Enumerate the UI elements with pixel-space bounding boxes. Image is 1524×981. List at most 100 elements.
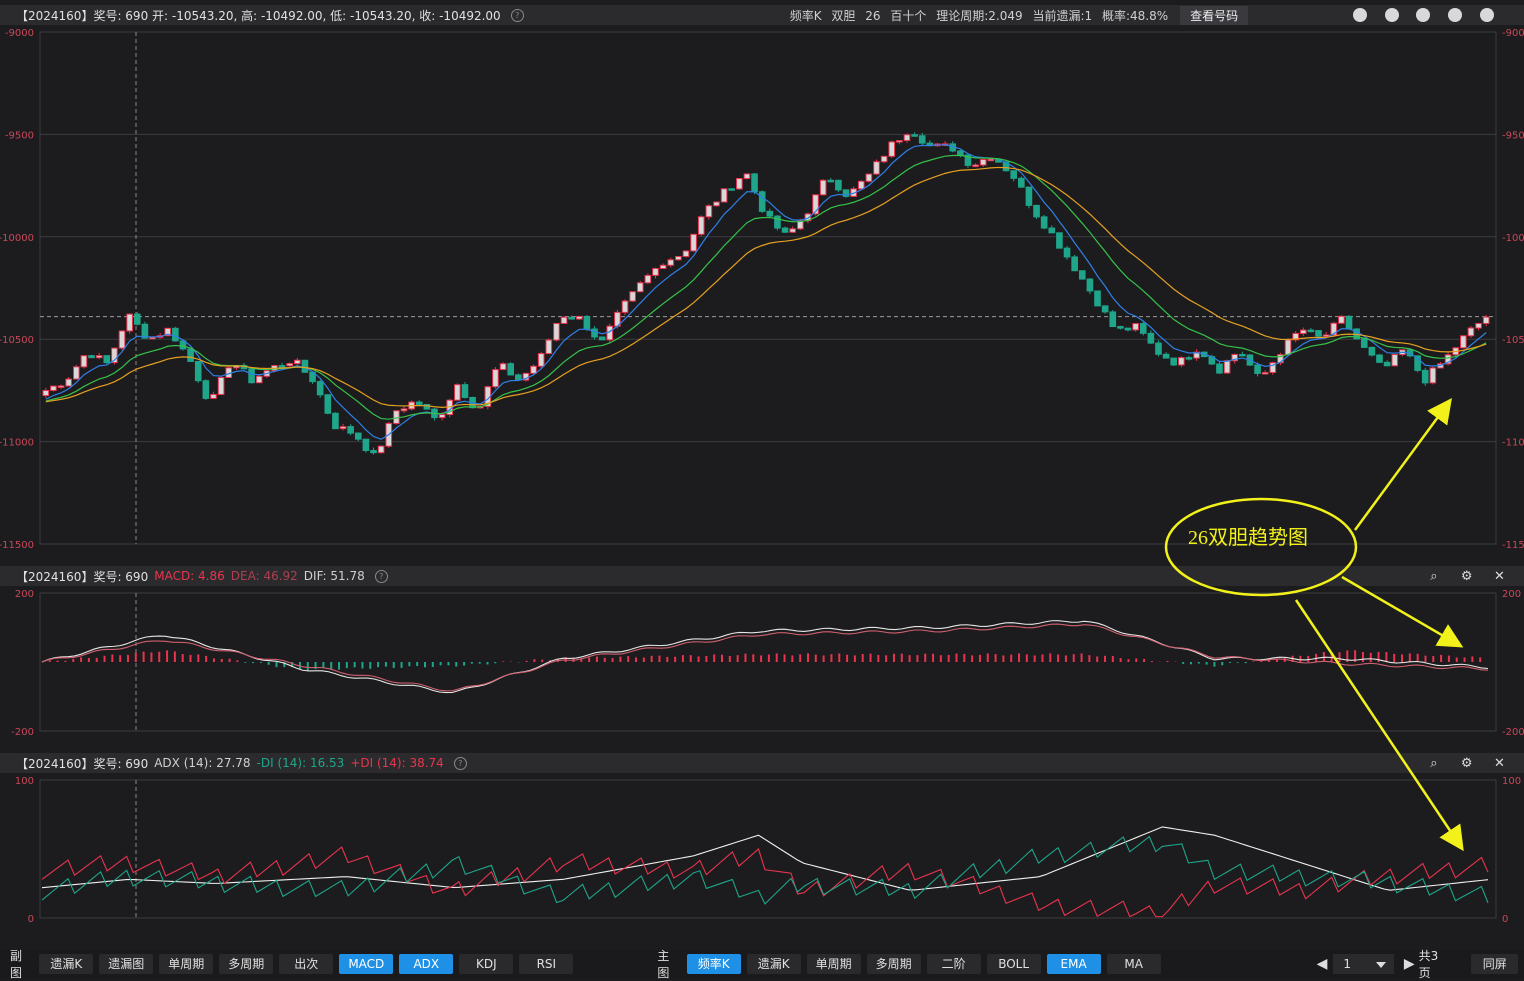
toolbar-button-二阶[interactable]: 二阶	[926, 954, 981, 974]
settings-icon[interactable]: ⚙	[1460, 569, 1473, 584]
toolbar-button-BOLL[interactable]: BOLL	[986, 954, 1041, 974]
candle	[1124, 327, 1132, 331]
candle	[583, 315, 591, 330]
candle	[1147, 332, 1155, 344]
adx-header: 【2024160】奖号: 690 ADX (14): 27.78 -DI (14…	[0, 753, 1524, 773]
toolbar-button-单周期[interactable]: 单周期	[806, 954, 861, 974]
y-tick-label-right: 200	[1502, 589, 1521, 600]
candle	[1223, 360, 1231, 374]
toolbar-button-遗漏K[interactable]: 遗漏K	[746, 954, 801, 974]
candle	[499, 363, 507, 371]
same-screen-button[interactable]: 同屏	[1471, 954, 1518, 974]
page-select[interactable]: 1	[1333, 954, 1394, 974]
main-chart-buttons: 频率K 遗漏K 单周期 多周期 二阶 BOLL EMA MA	[686, 954, 1167, 974]
toolbar-button-MACD[interactable]: MACD	[339, 954, 394, 974]
y-tick-label: -9500	[5, 130, 34, 141]
candle	[835, 179, 842, 191]
candle	[530, 365, 537, 374]
candle	[172, 327, 179, 342]
candle	[339, 426, 347, 430]
help-icon[interactable]: ?	[453, 756, 467, 770]
candle	[880, 155, 888, 163]
candle	[1338, 315, 1345, 324]
toolbar-button-ADX[interactable]: ADX	[399, 954, 454, 974]
dif-line	[41, 620, 1489, 694]
dea-value: DEA: 46.92	[230, 569, 298, 583]
candle	[812, 194, 819, 215]
candle	[621, 300, 629, 313]
pin-icon[interactable]: ⌕	[1430, 569, 1438, 584]
help-icon[interactable]: ?	[374, 569, 388, 583]
toolbar-button-RSI[interactable]: RSI	[519, 954, 574, 974]
y-tick-label-right: -11500	[1502, 540, 1524, 551]
toolbar-button-KDJ[interactable]: KDJ	[459, 954, 514, 974]
macd-header: 【2024160】奖号: 690 MACD: 4.86 DEA: 46.92 D…	[0, 566, 1524, 586]
candle	[301, 359, 309, 373]
candle	[568, 316, 575, 320]
adx-chart[interactable]: 100 100 0 0	[0, 774, 1524, 948]
candle	[1132, 323, 1139, 331]
close-icon[interactable]: ✕	[1494, 569, 1505, 584]
back-icon[interactable]	[1384, 8, 1399, 22]
number-label: 26	[865, 8, 881, 23]
candle	[873, 161, 880, 175]
omission-label: 当前遗漏:1	[1032, 8, 1093, 23]
y-tick-label: -10000	[0, 233, 34, 244]
toolbar-button-多周期[interactable]: 多周期	[219, 954, 274, 974]
candle	[1345, 315, 1353, 330]
settings-icon[interactable]: ⚙	[1460, 756, 1473, 771]
toolbar-button-多周期[interactable]: 多周期	[866, 954, 921, 974]
candle	[987, 158, 995, 162]
y-tick-label-right: 0	[1502, 914, 1508, 925]
candle	[652, 268, 659, 276]
candle	[736, 177, 743, 190]
candle	[1017, 177, 1025, 188]
toolbar-button-MA[interactable]: MA	[1106, 954, 1161, 974]
macd-panel[interactable]: 200 200 -200 -200	[0, 587, 1524, 747]
toolbar-button-EMA[interactable]: EMA	[1046, 954, 1101, 974]
prev-page-icon[interactable]: ◀	[1316, 956, 1328, 972]
toolbar-button-遗漏图[interactable]: 遗漏图	[99, 954, 154, 974]
macd-chart[interactable]: 200 200 -200 -200	[0, 587, 1524, 747]
candle	[545, 339, 553, 355]
toolbar-button-频率K[interactable]: 频率K	[686, 954, 741, 974]
candle	[781, 227, 789, 233]
help-icon[interactable]: ?	[510, 8, 524, 22]
candle	[1231, 353, 1239, 362]
close-icon[interactable]: ✕	[1494, 756, 1505, 771]
candle	[972, 164, 979, 168]
candlestick-chart[interactable]: -9000 -9000 -9500 -9500 -10000 -10000 -10500 -1…	[0, 26, 1524, 564]
candle	[957, 150, 964, 156]
toolbar-button-遗漏K[interactable]: 遗漏K	[39, 954, 94, 974]
pin-icon[interactable]: ⌕	[1430, 756, 1438, 771]
page-total: 共3页	[1418, 949, 1439, 980]
main-chart-panel[interactable]: -9000 -9000 -9500 -9500 -10000 -10000 -10500 -1…	[0, 26, 1524, 564]
adx-value: ADX (14): 27.78	[154, 756, 251, 770]
query-number-button[interactable]: 查看号码	[1180, 5, 1249, 25]
probability-label: 概率:48.8%	[1101, 8, 1169, 23]
candle	[1330, 322, 1338, 336]
candle	[187, 348, 194, 362]
next-page-icon[interactable]: ▶	[1403, 956, 1415, 972]
adx-panel[interactable]: 100 100 0 0	[0, 774, 1524, 948]
up-icon[interactable]	[1416, 8, 1431, 22]
plot-frame	[39, 592, 1497, 732]
down-icon[interactable]	[1448, 8, 1463, 22]
candle	[354, 432, 362, 440]
candle	[857, 180, 865, 190]
y-tick-label: 0	[28, 914, 34, 925]
candle	[1307, 329, 1315, 333]
candle	[842, 189, 850, 197]
position-label: 百十个	[890, 8, 927, 23]
close-circle-icon[interactable]	[1480, 8, 1494, 22]
bottom-toolbar: 副图 遗漏K 遗漏图 单周期 多周期 出次 MACD ADX KDJ RSI 主图 频率K 遗漏K…	[0, 949, 1524, 980]
candle	[575, 315, 583, 320]
candle	[1467, 327, 1475, 337]
toolbar-button-出次[interactable]: 出次	[279, 954, 334, 974]
candle	[1368, 346, 1376, 356]
toolbar-button-单周期[interactable]: 单周期	[159, 954, 214, 974]
candle	[1315, 330, 1322, 337]
edit-icon[interactable]	[1352, 8, 1367, 22]
y-tick-label-right: -9500	[1502, 130, 1524, 141]
candle	[918, 135, 926, 144]
